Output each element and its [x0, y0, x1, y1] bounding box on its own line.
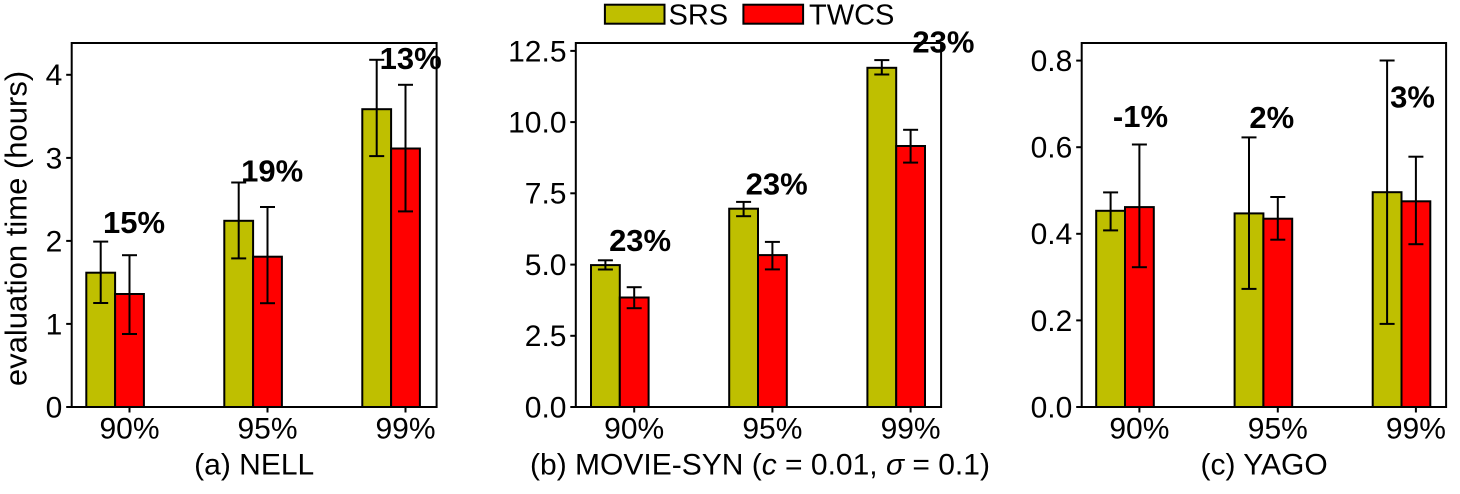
svg-text:0.0: 0.0 — [525, 391, 567, 424]
svg-text:1: 1 — [46, 308, 63, 341]
svg-text:4: 4 — [46, 59, 63, 92]
svg-text:13%: 13% — [380, 41, 442, 76]
svg-text:95%: 95% — [237, 412, 297, 445]
svg-text:99%: 99% — [375, 412, 435, 445]
svg-text:2: 2 — [46, 225, 63, 258]
svg-text:0.4: 0.4 — [1031, 218, 1073, 251]
svg-text:0.8: 0.8 — [1031, 45, 1073, 78]
svg-text:23%: 23% — [746, 166, 808, 201]
svg-text:7.5: 7.5 — [525, 178, 567, 211]
svg-text:3%: 3% — [1390, 80, 1435, 115]
svg-text:90%: 90% — [1109, 412, 1169, 445]
svg-text:5.0: 5.0 — [525, 249, 567, 282]
svg-text:0.0: 0.0 — [1031, 391, 1073, 424]
svg-text:3: 3 — [46, 142, 63, 175]
svg-text:95%: 95% — [1248, 412, 1308, 445]
svg-text:2.5: 2.5 — [525, 320, 567, 353]
svg-text:(a) NELL: (a) NELL — [194, 448, 314, 481]
svg-text:95%: 95% — [742, 412, 802, 445]
svg-text:90%: 90% — [604, 412, 664, 445]
svg-text:19%: 19% — [241, 154, 303, 189]
svg-text:15%: 15% — [103, 205, 165, 240]
svg-text:99%: 99% — [1386, 412, 1446, 445]
svg-text:12.5: 12.5 — [508, 35, 566, 68]
svg-text:evaluation time (hours): evaluation time (hours) — [0, 71, 33, 386]
svg-text:2%: 2% — [1249, 100, 1294, 135]
svg-text:0.2: 0.2 — [1031, 305, 1073, 338]
svg-text:0.6: 0.6 — [1031, 132, 1073, 165]
svg-text:0: 0 — [46, 391, 63, 424]
svg-text:SRS: SRS — [669, 0, 729, 31]
svg-text:TWCS: TWCS — [809, 0, 894, 31]
svg-text:90%: 90% — [99, 412, 159, 445]
svg-text:10.0: 10.0 — [508, 107, 566, 140]
svg-text:99%: 99% — [881, 412, 941, 445]
svg-text:-1%: -1% — [1113, 99, 1168, 134]
svg-text:(b) MOVIE-SYN (c = 0.01, σ = 0: (b) MOVIE-SYN (c = 0.01, σ = 0.1) — [530, 449, 990, 482]
svg-text:23%: 23% — [609, 223, 671, 258]
svg-text:(c) YAGO: (c) YAGO — [1200, 449, 1327, 482]
svg-text:23%: 23% — [912, 25, 974, 60]
